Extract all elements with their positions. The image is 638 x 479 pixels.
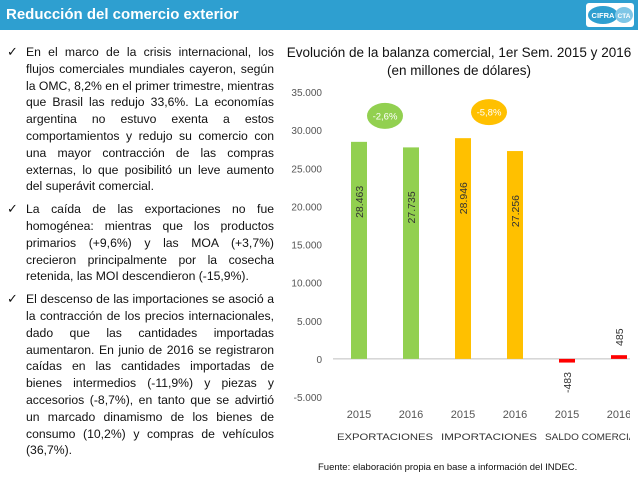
x-tick-label: 2016 bbox=[503, 409, 527, 421]
bullet-item-2: ✓ La caída de las exportaciones no fue h… bbox=[4, 201, 274, 285]
bar bbox=[559, 358, 575, 363]
y-tick-label: 10.000 bbox=[291, 279, 322, 290]
bullet-text: La caída de las exportaciones no fue hom… bbox=[26, 202, 274, 284]
y-tick-label: 15.000 bbox=[291, 241, 322, 252]
checkmark-icon: ✓ bbox=[7, 201, 18, 217]
bullet-text: El descenso de las importaciones se asoc… bbox=[26, 292, 274, 458]
bar-data-label: 485 bbox=[614, 328, 626, 346]
change-badge bbox=[367, 102, 403, 129]
y-tick-label: 30.000 bbox=[291, 126, 322, 137]
bar-data-label: -483 bbox=[562, 372, 574, 393]
y-tick-label: 20.000 bbox=[291, 202, 322, 213]
chart-title: Evolución de la balanza comercial, 1er S… bbox=[286, 45, 632, 78]
x-tick-label: 2016 bbox=[607, 409, 630, 421]
bar bbox=[611, 355, 627, 359]
change-badge-label: -2,6% bbox=[373, 111, 398, 122]
bullet-list: ✓ En el marco de la crisis internacional… bbox=[4, 44, 274, 465]
header-bar: Reducción del comercio exterior CIFRA CT… bbox=[0, 0, 638, 30]
bullet-item-3: ✓ El descenso de las importaciones se as… bbox=[4, 291, 274, 459]
y-tick-label: -5.000 bbox=[294, 393, 323, 404]
logo-text-right: CTA bbox=[618, 13, 631, 20]
y-tick-label: 0 bbox=[316, 355, 322, 366]
bar-data-label: 27.256 bbox=[510, 195, 522, 227]
group-label: EXPORTACIONES bbox=[337, 432, 433, 442]
bullet-text: En el marco de la crisis internacional, … bbox=[26, 45, 274, 194]
bar bbox=[507, 151, 523, 359]
trade-balance-chart: -5.000 0 5.000 10.000 15.000 20.000 25.000 30.0… bbox=[291, 88, 630, 442]
bar bbox=[455, 138, 471, 359]
checkmark-icon: ✓ bbox=[7, 291, 18, 307]
logo-text-left: CIFRA bbox=[592, 11, 615, 20]
x-tick-label: 2015 bbox=[555, 409, 579, 421]
y-tick-label: 35.000 bbox=[291, 88, 322, 99]
y-tick-label: 5.000 bbox=[297, 317, 322, 328]
bar bbox=[403, 147, 419, 359]
x-tick-label: 2015 bbox=[347, 409, 371, 421]
change-badge-label: -5,8% bbox=[477, 108, 502, 119]
source-note: Fuente: elaboración propia en base a inf… bbox=[318, 462, 578, 473]
bar-data-label: 28.463 bbox=[354, 186, 366, 218]
x-tick-label: 2016 bbox=[399, 409, 423, 421]
bar-data-label: 27.735 bbox=[406, 191, 418, 223]
y-tick-label: 25.000 bbox=[291, 164, 322, 175]
change-badge bbox=[471, 99, 507, 126]
group-label: IMPORTACIONES bbox=[441, 432, 537, 442]
group-label: SALDO COMERCIAL bbox=[545, 432, 630, 442]
x-tick-label: 2015 bbox=[451, 409, 475, 421]
bullet-item-1: ✓ En el marco de la crisis internacional… bbox=[4, 44, 274, 195]
checkmark-icon: ✓ bbox=[7, 44, 18, 59]
page-title: Reducción del comercio exterior bbox=[6, 6, 239, 23]
bar bbox=[351, 141, 367, 359]
cifra-logo: CIFRA CTA bbox=[586, 3, 634, 27]
bar-data-label: 28.946 bbox=[458, 182, 470, 214]
